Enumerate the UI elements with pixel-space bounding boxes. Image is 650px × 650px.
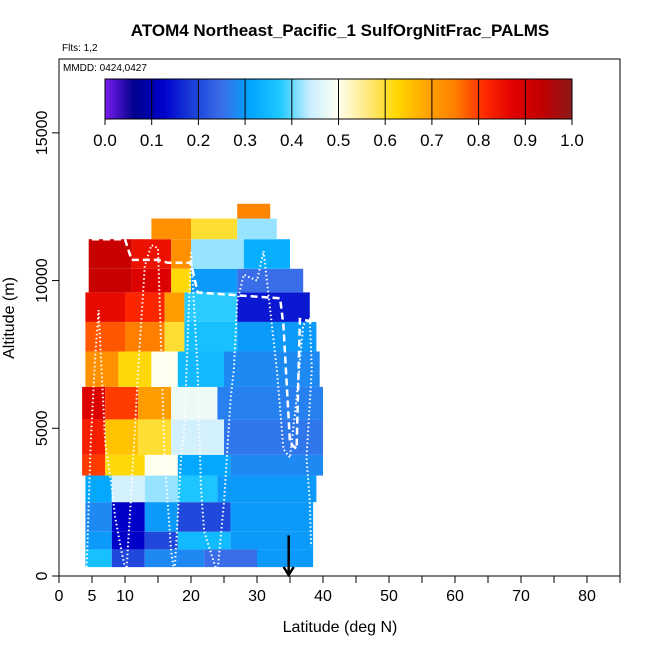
- colorbar-tick-label: 0.6: [373, 131, 397, 150]
- heatmap-cell: [184, 321, 238, 352]
- y-axis: 0 5000 10000 15000: [34, 111, 59, 580]
- heatmap-cell: [118, 351, 152, 387]
- heatmap-cell: [85, 502, 112, 532]
- colorbar-tick-label: 0.8: [467, 131, 491, 150]
- colorbar-tick-label: 0.2: [187, 131, 211, 150]
- heatmap-cell: [105, 386, 139, 420]
- flight-track-dotted: [85, 243, 313, 574]
- heatmap-cell: [237, 203, 271, 219]
- mmdd-label: MMDD: 0424,0427: [63, 63, 147, 74]
- heatmap-cell: [171, 419, 224, 455]
- heatmap-cell: [164, 292, 185, 322]
- x-tick-label: 50: [380, 588, 398, 605]
- heatmap-cell: [144, 502, 178, 532]
- flight-tracks: [85, 237, 314, 574]
- heatmap-cell: [88, 239, 132, 269]
- colorbar-tick-label: 0.9: [513, 131, 537, 150]
- colorbar-tick-label: 0.0: [93, 131, 117, 150]
- x-tick-label: 70: [512, 588, 530, 605]
- heatmap-cell: [85, 531, 112, 550]
- heatmap-cell: [138, 419, 172, 455]
- heatmap-cell: [151, 351, 178, 387]
- heatmap-cell: [131, 268, 172, 293]
- heatmap-cell: [125, 292, 165, 322]
- heatmap-cell: [105, 419, 139, 455]
- y-tick-label: 0: [34, 571, 51, 580]
- x-tick-label: 40: [314, 588, 332, 605]
- heatmap-cell: [177, 454, 231, 476]
- heatmap-cell: [257, 549, 314, 568]
- heatmap-cell: [230, 502, 314, 532]
- y-axis-label: Altitude (m): [1, 277, 18, 359]
- heatmap-cell: [88, 268, 132, 293]
- heatmap-cell: [191, 268, 238, 293]
- heatmap-cell: [230, 531, 314, 550]
- heatmap-layer: [82, 203, 323, 568]
- heatmap-cell: [237, 321, 317, 352]
- heatmap-cell: [243, 239, 290, 269]
- heatmap-cell: [85, 549, 112, 568]
- chart-title: ATOM4 Northeast_Pacific_1 SulfOrgNitFrac…: [131, 21, 550, 40]
- heatmap-cell: [151, 218, 191, 240]
- heatmap-cell: [224, 419, 323, 455]
- heatmap-cell: [204, 549, 257, 568]
- heatmap-cell: [85, 321, 125, 352]
- heatmap-cell: [217, 386, 323, 420]
- y-tick-label: 15000: [34, 111, 51, 156]
- x-axis: 0 5 10 20 30 40 50 60 70 80: [55, 576, 621, 605]
- heatmap-cell: [171, 239, 191, 269]
- heatmap-cell: [138, 386, 172, 420]
- heatmap-cell: [82, 454, 106, 476]
- colorbar-tick-label: 0.5: [327, 131, 351, 150]
- heatmap-cell: [111, 549, 145, 568]
- heatmap-cell: [191, 218, 238, 240]
- heatmap-cell: [105, 454, 145, 476]
- heatmap-cell: [184, 292, 238, 322]
- heatmap-cell: [171, 268, 191, 293]
- y-tick-label: 5000: [34, 410, 51, 446]
- colorbar-tick-label: 0.1: [140, 131, 164, 150]
- heatmap-cell: [237, 268, 304, 293]
- heatmap-cell: [217, 475, 317, 503]
- colorbar-tick-label: 0.7: [420, 131, 444, 150]
- heatmap-cell: [85, 292, 125, 322]
- x-tick-label: 30: [248, 588, 266, 605]
- heatmap-cell: [177, 475, 218, 503]
- colorbar-tick-label: 0.3: [233, 131, 257, 150]
- x-tick-label: 20: [182, 588, 200, 605]
- heatmap-cell: [144, 475, 178, 503]
- flight-track-dashed: [92, 237, 314, 452]
- y-tick-label: 10000: [34, 258, 51, 303]
- x-tick-label: 60: [446, 588, 464, 605]
- x-tick-label: 0: [55, 588, 64, 605]
- location-marker-arrow: [282, 535, 295, 578]
- heatmap-cell: [164, 321, 185, 352]
- heatmap-cell: [144, 531, 178, 550]
- heatmap-cell: [191, 239, 244, 269]
- heatmap-cell: [144, 454, 178, 476]
- heatmap-cell: [237, 218, 277, 240]
- heatmap-cell: [111, 475, 145, 503]
- flights-label: Flts: 1,2: [62, 43, 98, 54]
- x-tick-label: 5: [88, 588, 97, 605]
- colorbar: 0.0 0.1 0.2 0.3 0.4 0.5 0.6 0.7 0.8 0.9 1.0: [93, 78, 584, 150]
- heatmap-cell: [177, 351, 224, 387]
- heatmap-cell: [230, 454, 323, 476]
- heatmap-cell: [125, 321, 165, 352]
- x-axis-label: Latitude (deg N): [283, 619, 398, 636]
- heatmap-cell: [171, 386, 218, 420]
- colorbar-tick-label: 0.4: [280, 131, 304, 150]
- heatmap-cell: [224, 351, 320, 387]
- plot-frame: [58, 58, 621, 577]
- heatmap-cell: [131, 239, 172, 269]
- heatmap-cell: [82, 419, 106, 455]
- colorbar-tick-label: 1.0: [560, 131, 584, 150]
- heatmap-cell: [144, 549, 205, 568]
- heatmap-cell: [177, 531, 231, 550]
- x-tick-label: 10: [116, 588, 134, 605]
- heatmap-cell: [111, 502, 145, 532]
- x-tick-label: 80: [578, 588, 596, 605]
- heatmap-cell: [177, 502, 231, 532]
